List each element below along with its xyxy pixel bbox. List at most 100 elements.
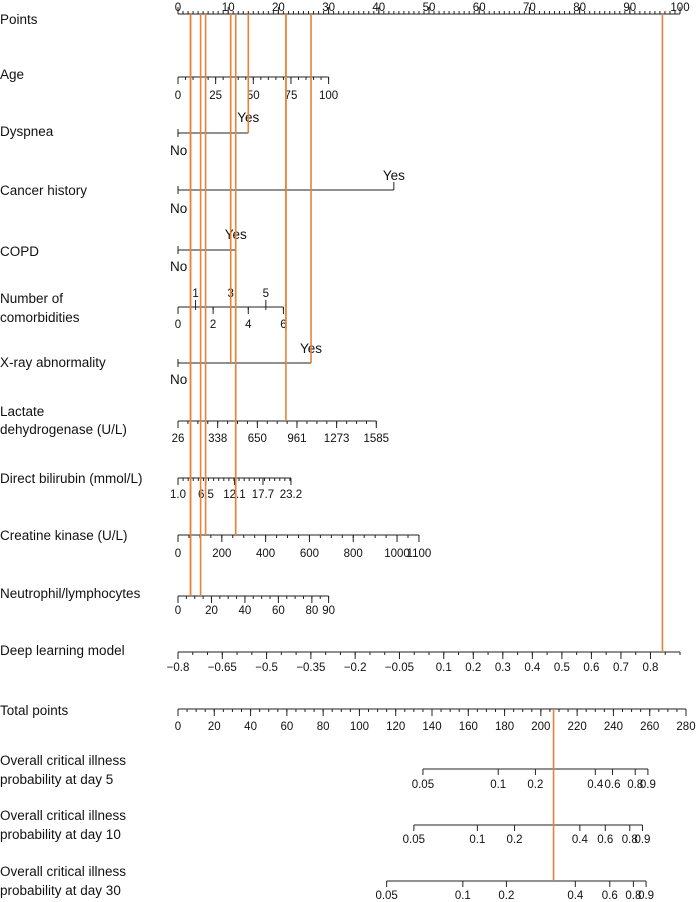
p5-tick-label: 0.2 [527, 779, 543, 791]
comorb-tick-label: 6 [280, 319, 286, 331]
comorb-label: Number of [0, 291, 63, 306]
nlr-tick-label: 40 [239, 605, 252, 617]
points-tick-label: 30 [322, 2, 335, 14]
ldh-tick-label: 1585 [363, 433, 389, 445]
dyspnea-label: Dyspnea [0, 124, 54, 139]
points-tick-label: 40 [372, 2, 385, 14]
copd-label: COPD [0, 244, 39, 259]
total-tick-label: 120 [386, 721, 405, 733]
p5-tick-label: 0.9 [640, 779, 656, 791]
total-tick-label: 60 [280, 721, 293, 733]
copd-level-no: No [170, 259, 187, 274]
comorb-upper-tick-label: 1 [192, 288, 198, 300]
comorb-label: comorbidities [0, 310, 80, 325]
ldh-tick-label: 1273 [324, 433, 350, 445]
p10-tick-label: 0.05 [403, 834, 425, 846]
comorb-upper-tick-label: 5 [263, 288, 269, 300]
total-tick-label: 40 [244, 721, 257, 733]
dl-tick-label: −0.05 [385, 662, 414, 674]
ldh-tick-label: 650 [248, 433, 267, 445]
dl-tick-label: −0.8 [167, 662, 190, 674]
p10-tick-label: 0.2 [507, 834, 523, 846]
p10-tick-label: 0.8 [622, 834, 638, 846]
ldh-tick-label: 961 [287, 433, 306, 445]
total-tick-label: 0 [175, 721, 181, 733]
cancer-label: Cancer history [0, 183, 87, 198]
total-tick-label: 160 [459, 721, 478, 733]
p30-label: Overall critical illness [0, 864, 126, 879]
dl-tick-label: 0.3 [495, 662, 511, 674]
age-tick-label: 50 [247, 90, 260, 102]
bili-label: Direct bilirubin (mmol/L) [0, 471, 143, 486]
dl-tick-label: −0.65 [208, 662, 237, 674]
p30-tick-label: 0.8 [625, 890, 641, 902]
nlr-tick-label: 80 [305, 605, 318, 617]
dl-tick-label: 0.6 [583, 662, 599, 674]
total-tick-label: 260 [640, 721, 659, 733]
bili-tick-label: 23.2 [280, 489, 302, 501]
dl-tick-label: −0.5 [255, 662, 278, 674]
age-tick-label: 75 [285, 90, 298, 102]
p5-tick-label: 0.8 [627, 779, 643, 791]
p10-tick-label: 0.6 [597, 834, 613, 846]
points-tick-label: 0 [175, 2, 181, 14]
comorb-tick-label: 0 [175, 319, 181, 331]
total-tick-label: 140 [422, 721, 441, 733]
total-tick-label: 100 [350, 721, 369, 733]
nlr-tick-label: 0 [175, 605, 181, 617]
ldh-label: Lactate [0, 404, 44, 419]
age-tick-label: 25 [209, 90, 222, 102]
nlr-tick-label: 60 [272, 605, 285, 617]
xray-level-no: No [170, 372, 187, 387]
dl-label: Deep learning model [0, 643, 125, 658]
p5-tick-label: 0.05 [412, 779, 434, 791]
p30-tick-label: 0.1 [455, 890, 471, 902]
points-tick-label: 20 [272, 2, 285, 14]
p30-tick-label: 0.9 [638, 890, 654, 902]
dl-tick-label: 0.2 [465, 662, 481, 674]
comorb-tick-label: 4 [245, 319, 252, 331]
p10-label: Overall critical illness [0, 808, 126, 823]
bili-tick-label: 1.0 [170, 489, 186, 501]
ck-tick-label: 1000 [384, 548, 410, 560]
cancer-level-no: No [170, 201, 187, 216]
dl-tick-label: −0.35 [296, 662, 325, 674]
p10-tick-label: 0.9 [634, 834, 650, 846]
nlr-label: Neutrophil/lymphocytes [0, 586, 141, 601]
age-label: Age [0, 67, 24, 82]
points-tick-label: 10 [222, 2, 235, 14]
xray-label: X-ray abnormality [0, 355, 106, 370]
ck-tick-label: 800 [344, 548, 363, 560]
ck-tick-label: 1100 [407, 548, 432, 560]
dyspnea-level-no: No [170, 143, 187, 158]
ck-tick-label: 600 [300, 548, 319, 560]
p5-tick-label: 0.4 [587, 779, 604, 791]
bili-tick-label: 17.7 [252, 489, 274, 501]
ck-tick-label: 0 [175, 548, 181, 560]
total-tick-label: 280 [676, 721, 695, 733]
p5-tick-label: 0.1 [490, 779, 506, 791]
bili-tick-label: 12.1 [223, 489, 245, 501]
dl-tick-label: 0.7 [613, 662, 629, 674]
points-tick-label: 60 [473, 2, 486, 14]
points-tick-label: 80 [573, 2, 586, 14]
total-tick-label: 80 [317, 721, 330, 733]
age-tick-label: 100 [319, 90, 338, 102]
p5-label: Overall critical illness [0, 753, 126, 768]
dl-tick-label: 0.5 [554, 662, 570, 674]
p10-tick-label: 0.1 [469, 834, 485, 846]
total-tick-label: 200 [531, 721, 550, 733]
ldh-tick-label: 338 [208, 433, 227, 445]
total-tick-label: 20 [208, 721, 221, 733]
dl-tick-label: 0.4 [524, 662, 541, 674]
p30-label: probability at day 30 [0, 883, 121, 898]
total-label: Total points [0, 703, 69, 718]
ck-label: Creatine kinase (U/L) [0, 528, 128, 543]
p30-tick-label: 0.2 [498, 890, 514, 902]
points-tick-label: 100 [670, 2, 689, 14]
p5-label: probability at day 5 [0, 772, 113, 787]
nlr-tick-label: 20 [205, 605, 218, 617]
dl-tick-label: −0.2 [344, 662, 367, 674]
dl-tick-label: 0.8 [642, 662, 658, 674]
cancer-level-yes: Yes [383, 168, 405, 183]
